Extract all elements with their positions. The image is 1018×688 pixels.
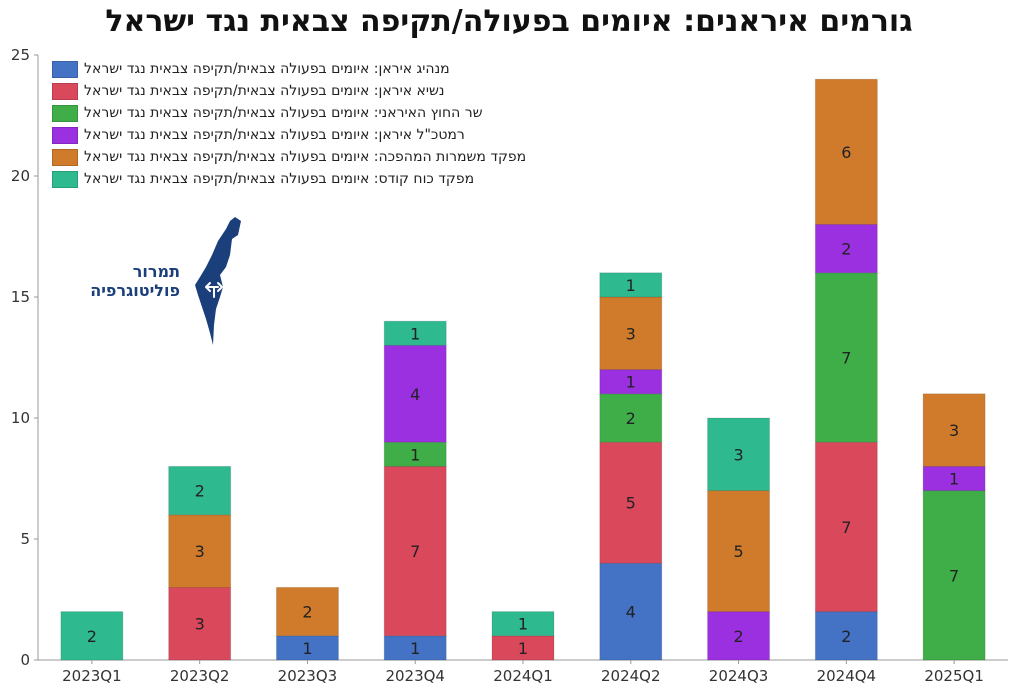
x-tick-labels: 2023Q1 2023Q2 2023Q3 2023Q4 2024Q1 2024Q2 2024… [62,660,984,685]
y-tick-label: 10 [11,409,30,427]
legend-item: מפקד כוח קודס: איומים בפעולה צבאית/תקיפה… [52,168,526,190]
x-tick-label: 2024Q4 [817,667,877,685]
x-tick-label: 2025Q1 [924,667,984,685]
legend-item: מנהיג איראן: איומים בפעולה צבאית/תקיפה צ… [52,58,526,80]
bar-value-label: 7 [410,542,420,561]
bar-value-label: 1 [626,373,636,392]
bar-segment [599,369,663,395]
bar-segment [491,635,555,661]
bar-value-label: 2 [302,603,312,622]
x-tick-label: 2023Q4 [385,667,445,685]
bar-segment [599,393,663,443]
bar-value-label: 1 [518,615,528,634]
x-tick-label: 2024Q1 [493,667,553,685]
legend-swatch [52,104,78,122]
bar-segment [60,611,124,661]
bar-value-label: 7 [949,566,959,585]
legend-swatch [52,148,78,166]
bar-value-label: 2 [841,240,851,259]
bar-segment [707,417,771,492]
bar-value-label: 3 [195,615,205,634]
bar-value-label: 2 [841,627,851,646]
bar-segment [922,490,986,661]
bar-value-label: 1 [949,470,959,489]
chart-title: גורמים איראנים: איומים בפעולה/תקיפה צבאי… [105,4,913,39]
legend-label: רמטכ"ל איראן: איומים בפעולה צבאית/תקיפה … [84,127,465,143]
logo-line-2: פוליטוגרפיה [90,281,180,300]
legend: מנהיג איראן: איומים בפעולה צבאית/תקיפה צ… [52,58,526,190]
legend-item: רמטכ"ל איראן: איומים בפעולה צבאית/תקיפה … [52,124,526,146]
logo-line-1: תמרור [132,262,180,281]
legend-label: נשיא איראן: איומים בפעולה צבאית/תקיפה צב… [84,83,445,99]
bar-value-label: 1 [302,639,312,658]
bar-value-label: 2 [626,409,636,428]
legend-label: מנהיג איראן: איומים בפעולה צבאית/תקיפה צ… [84,61,450,77]
x-tick-label: 2023Q2 [170,667,230,685]
bar-labels: 2 3 3 2 1 2 1 7 1 4 1 1 1 4 5 2 1 3 1 2 5 3 2 7 7 2 6 7 1 3 [87,143,959,658]
bar-segment [814,441,878,613]
legend-label: שר החוץ האיראני: איומים בפעולה צבאית/תקי… [84,105,483,121]
bar-segment [707,611,771,661]
bar-value-label: 2 [87,627,97,646]
bar-segment [383,441,447,467]
logo-text: תמרור פוליטוגרפיה [60,262,180,300]
legend-label: מפקד משמרות המהפכה: איומים בפעולה צבאית/… [84,149,527,165]
bar-value-label: 1 [410,324,420,343]
bar-segment [599,441,663,564]
y-tick-label: 25 [11,46,30,64]
x-tick-label: 2023Q3 [278,667,338,685]
bar-segment [599,272,663,298]
bar-segment [922,393,986,467]
y-tick-label: 20 [11,167,30,185]
bar-segment [168,465,232,516]
bar-segment [383,320,447,346]
bar-segment [383,344,447,443]
legend-swatch [52,126,78,144]
bar-value-label: 3 [949,421,959,440]
legend-swatch [52,82,78,100]
legend-label: מפקד כוח קודס: איומים בפעולה צבאית/תקיפה… [84,171,475,187]
y-tick-labels: 0 5 10 15 20 25 [11,46,38,669]
bar-segment [922,465,986,492]
bar-segment [814,272,878,443]
x-tick-label: 2024Q3 [709,667,769,685]
bars [60,78,986,661]
bar-value-label: 1 [410,639,420,658]
legend-item: נשיא איראן: איומים בפעולה צבאית/תקיפה צב… [52,80,526,102]
legend-item: שר החוץ האיראני: איומים בפעולה צבאית/תקי… [52,102,526,124]
bar-segment [814,78,878,225]
bar-segment [599,296,663,371]
x-tick-label: 2023Q1 [62,667,122,685]
bar-segment [275,586,339,637]
bar-value-label: 5 [733,542,743,561]
legend-item: מפקד משמרות המהפכה: איומים בפעולה צבאית/… [52,146,526,168]
legend-swatch [52,60,78,78]
bar-segment [383,465,447,637]
y-tick-label: 5 [20,530,30,548]
bar-segment [814,223,878,274]
bar-value-label: 3 [733,445,743,464]
bar-value-label: 4 [626,603,636,622]
legend-swatch [52,170,78,188]
bar-segment [707,490,771,613]
bar-value-label: 1 [626,276,636,295]
israel-map-icon [195,217,241,345]
bar-value-label: 7 [841,518,851,537]
bar-segment [599,562,663,661]
bar-segment [491,611,555,637]
bar-value-label: 6 [841,143,851,162]
y-tick-label: 15 [11,288,30,306]
bar-value-label: 3 [195,542,205,561]
bar-value-label: 1 [518,639,528,658]
bar-value-label: 4 [410,385,420,404]
bar-value-label: 1 [410,445,420,464]
y-tick-label: 0 [20,651,30,669]
x-tick-label: 2024Q2 [601,667,661,685]
bar-value-label: 3 [626,324,636,343]
bar-value-label: 5 [626,494,636,513]
bar-value-label: 2 [733,627,743,646]
bar-value-label: 2 [195,482,205,501]
bar-value-label: 7 [841,349,851,368]
